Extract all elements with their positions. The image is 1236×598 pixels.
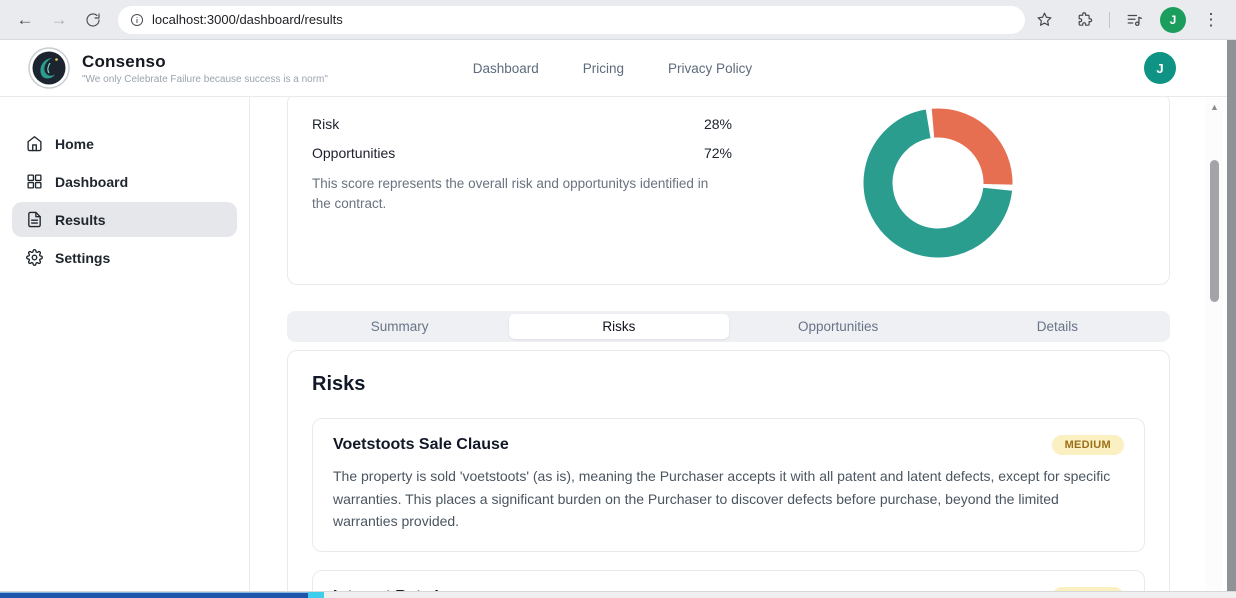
forward-button[interactable]: → [50,9,68,29]
user-avatar[interactable]: J [1144,52,1176,84]
tab-opportunities[interactable]: Opportunities [797,319,879,334]
gear-icon [26,249,43,266]
results-tabs: Summary Risks Opportunities Details [287,311,1170,342]
tab-details[interactable]: Details [1036,319,1078,334]
extensions-button[interactable] [1069,5,1099,35]
video-progress-bar[interactable] [0,591,1236,598]
document-icon [28,211,41,228]
score-value-opportunities: 72% [703,145,732,161]
browser-toolbar: ← → localhost:3000/dashboard/results [0,0,1236,40]
scrollbar-up-arrow[interactable]: ▲ [1210,102,1219,112]
main-content: Risk 28% Opportunities 72% This score re… [250,97,1236,598]
tab-summary[interactable]: Summary [370,319,429,334]
risks-section-title: Risks [312,373,366,395]
url-text: localhost:3000/dashboard/results [152,12,343,27]
sidebar-item-home[interactable]: Home [12,126,237,161]
video-progress-fill [0,592,308,598]
dashboard-grid-icon [27,174,42,189]
score-label-risk: Risk [312,116,340,132]
scrollbar-thumb[interactable] [1210,160,1219,302]
nav-link-dashboard[interactable]: Dashboard [472,60,539,76]
donut-segment [863,108,1013,258]
risk-card: Voetstoots Sale Clause MEDIUM The proper… [312,418,1145,553]
sidebar-item-label: Home [55,135,94,152]
media-controls-button[interactable] [1120,5,1150,35]
nav-link-privacy-policy[interactable]: Privacy Policy [668,60,753,76]
home-icon [27,136,42,152]
risk-donut-chart [859,104,1017,262]
tab-risks[interactable]: Risks [509,314,729,339]
sidebar-item-label: Results [55,211,106,228]
risk-description: The property is sold 'voetstoots' (as is… [333,468,1111,530]
address-bar[interactable]: localhost:3000/dashboard/results [118,5,1025,34]
nav-link-pricing[interactable]: Pricing [582,60,625,76]
scrollbar[interactable]: ▲ [1206,98,1223,590]
puzzle-icon [1078,12,1092,26]
header-nav: Dashboard Pricing Privacy Policy [473,61,752,76]
window-edge-strip [1227,40,1236,598]
score-card: Risk 28% Opportunities 72% This score re… [287,97,1170,285]
media-playlist-icon [1127,14,1143,26]
score-label-opportunities: Opportunities [312,145,396,161]
sidebar-item-label: Dashboard [55,173,129,190]
reload-icon [86,12,100,27]
site-info-icon[interactable] [130,13,144,27]
video-progress-playhead[interactable] [308,592,324,598]
sidebar: Home Dashboard Results Settings [0,97,250,598]
score-value-risk: 28% [703,116,732,132]
reload-button[interactable] [78,5,108,35]
back-button[interactable]: ← [16,9,34,29]
severity-badge: MEDIUM [1051,435,1124,455]
risk-title: Voetstoots Sale Clause [333,436,509,453]
sidebar-item-results[interactable]: Results [12,202,237,237]
brand-name: Consenso [82,51,166,71]
brand-tagline: "We only Celebrate Failure because succe… [82,73,328,85]
sidebar-item-dashboard[interactable]: Dashboard [12,164,237,199]
brand-logo [28,47,70,89]
app-header: Consenso "We only Celebrate Failure beca… [0,40,1236,97]
bookmark-button[interactable] [1029,5,1059,35]
browser-menu-button[interactable]: ⋮ [1202,9,1220,29]
sidebar-item-settings[interactable]: Settings [12,240,237,275]
star-icon [1037,12,1051,26]
risks-panel: Risks Voetstoots Sale Clause MEDIUM The … [287,350,1170,598]
score-description: This score represents the overall risk a… [312,176,709,212]
sidebar-item-label: Settings [55,249,111,266]
donut-chart-svg [863,108,1013,258]
consenso-logo-icon [28,47,70,89]
toolbar-divider [1109,11,1110,28]
browser-profile-avatar[interactable]: J [1160,6,1186,33]
